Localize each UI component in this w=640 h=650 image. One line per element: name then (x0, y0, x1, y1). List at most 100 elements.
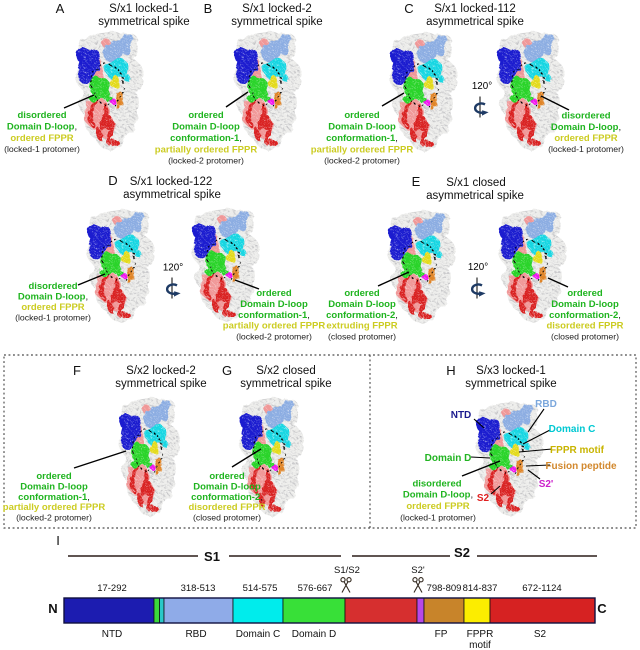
svg-text:symmetrical spike: symmetrical spike (98, 16, 189, 28)
svg-text:(locked-1 protomer): (locked-1 protomer) (548, 144, 624, 154)
svg-text:120°: 120° (163, 263, 183, 274)
svg-text:asymmetrical spike: asymmetrical spike (426, 16, 524, 28)
svg-text:S2': S2' (539, 479, 554, 490)
svg-text:ordered FPPR: ordered FPPR (10, 133, 73, 144)
svg-text:Domain D-loop: Domain D-loop (328, 299, 396, 310)
svg-text:120°: 120° (468, 262, 488, 273)
svg-text:S/x2 locked-2: S/x2 locked-2 (126, 365, 196, 377)
svg-text:C: C (404, 1, 413, 16)
svg-text:(closed protomer): (closed protomer) (328, 332, 396, 342)
svg-text:FPPR: FPPR (467, 629, 494, 640)
svg-text:S1/S2: S1/S2 (334, 565, 360, 576)
svg-text:(locked-2 protomer): (locked-2 protomer) (16, 513, 92, 523)
svg-text:asymmetrical spike: asymmetrical spike (426, 190, 524, 202)
svg-text:Domain D-loop,: Domain D-loop, (18, 292, 88, 303)
svg-text:symmetrical spike: symmetrical spike (231, 16, 322, 28)
svg-text:514-575: 514-575 (243, 583, 278, 594)
svg-text:ordered: ordered (567, 288, 603, 299)
svg-text:partially ordered FPPR: partially ordered FPPR (3, 502, 106, 513)
svg-text:Domain D-loop: Domain D-loop (20, 482, 88, 493)
svg-text:FP: FP (435, 629, 448, 640)
svg-text:Domain D-loop: Domain D-loop (172, 122, 240, 133)
svg-text:disordered FPPR: disordered FPPR (188, 502, 265, 513)
svg-text:disordered: disordered (561, 111, 610, 122)
svg-text:Domain D-loop: Domain D-loop (551, 299, 619, 310)
svg-text:asymmetrical spike: asymmetrical spike (123, 189, 221, 201)
svg-text:conformation-1,: conformation-1, (326, 133, 398, 144)
svg-text:Domain D-loop,: Domain D-loop, (403, 490, 473, 501)
svg-text:S/x2 closed: S/x2 closed (256, 365, 315, 377)
svg-text:S/x1 locked-2: S/x1 locked-2 (242, 3, 312, 15)
svg-text:conformation-2,: conformation-2, (549, 310, 621, 321)
svg-text:17-292: 17-292 (97, 583, 127, 594)
svg-text:symmetrical spike: symmetrical spike (115, 378, 206, 390)
svg-text:H: H (446, 363, 455, 378)
svg-text:partially ordered FPPR: partially ordered FPPR (311, 145, 414, 156)
svg-text:S2: S2 (534, 629, 547, 640)
svg-text:(locked-2 protomer): (locked-2 protomer) (236, 332, 312, 342)
svg-text:disordered: disordered (17, 110, 66, 121)
svg-text:symmetrical spike: symmetrical spike (240, 378, 331, 390)
svg-text:C: C (597, 601, 607, 616)
svg-text:ordered FPPR: ordered FPPR (554, 133, 617, 144)
svg-text:B: B (204, 1, 213, 16)
svg-text:NTD: NTD (451, 410, 472, 421)
svg-text:RBD: RBD (185, 629, 206, 640)
svg-text:disordered: disordered (28, 281, 77, 292)
svg-text:conformation-1,: conformation-1, (18, 492, 90, 503)
svg-text:Domain D-loop: Domain D-loop (328, 122, 396, 133)
svg-text:S/x1 closed: S/x1 closed (446, 177, 505, 189)
svg-text:D: D (108, 173, 117, 188)
svg-text:ordered: ordered (36, 471, 72, 482)
svg-text:S2': S2' (411, 565, 425, 576)
svg-text:798-809: 798-809 (427, 583, 462, 594)
svg-text:ordered: ordered (209, 471, 245, 482)
svg-text:disordered: disordered (412, 479, 461, 490)
svg-text:(locked-2 protomer): (locked-2 protomer) (324, 156, 400, 166)
svg-text:S/x3 locked-1: S/x3 locked-1 (476, 365, 546, 377)
svg-text:S/x1 locked-112: S/x1 locked-112 (434, 3, 516, 15)
svg-text:ordered: ordered (344, 110, 380, 121)
svg-text:(closed protomer): (closed protomer) (551, 332, 619, 342)
svg-text:conformation-1,: conformation-1, (170, 133, 242, 144)
svg-text:ordered: ordered (188, 110, 224, 121)
svg-text:A: A (56, 1, 65, 16)
svg-text:symmetrical spike: symmetrical spike (465, 378, 556, 390)
svg-text:576-667: 576-667 (298, 583, 333, 594)
svg-text:partially ordered FPPR: partially ordered FPPR (155, 145, 258, 156)
svg-text:Domain D-loop: Domain D-loop (193, 482, 261, 493)
svg-text:120°: 120° (472, 81, 492, 92)
svg-text:(locked-1 protomer): (locked-1 protomer) (15, 313, 91, 323)
svg-text:Fusion peptide: Fusion peptide (545, 461, 617, 472)
svg-text:conformation-2,: conformation-2, (191, 492, 263, 503)
svg-text:S2: S2 (454, 545, 470, 560)
svg-text:N: N (48, 601, 57, 616)
svg-text:(locked-1 protomer): (locked-1 protomer) (4, 144, 80, 154)
svg-text:G: G (222, 363, 232, 378)
svg-text:extruding FPPR: extruding FPPR (326, 321, 397, 332)
svg-text:disordered FPPR: disordered FPPR (546, 321, 623, 332)
svg-text:S/x1 locked-122: S/x1 locked-122 (130, 176, 212, 188)
svg-text:partially ordered FPPR: partially ordered FPPR (223, 321, 326, 332)
svg-text:ordered: ordered (344, 288, 380, 299)
svg-text:FPPR motif: FPPR motif (550, 445, 605, 456)
svg-text:(closed protomer): (closed protomer) (193, 513, 261, 523)
svg-text:F: F (73, 363, 81, 378)
svg-text:ordered: ordered (256, 288, 292, 299)
svg-text:ordered FPPR: ordered FPPR (21, 302, 84, 313)
svg-text:Domain C: Domain C (236, 629, 280, 640)
svg-text:Domain D: Domain D (425, 453, 472, 464)
svg-text:318-513: 318-513 (181, 583, 216, 594)
svg-text:E: E (412, 174, 421, 189)
svg-text:ordered FPPR: ordered FPPR (406, 501, 469, 512)
svg-text:S1: S1 (204, 549, 220, 564)
svg-text:(locked-2 protomer): (locked-2 protomer) (168, 156, 244, 166)
svg-text:672-1124: 672-1124 (522, 583, 561, 594)
svg-text:Domain D-loop: Domain D-loop (240, 299, 308, 310)
svg-text:I: I (56, 533, 60, 548)
svg-text:Domain D: Domain D (292, 629, 336, 640)
svg-text:conformation-1,: conformation-1, (238, 310, 310, 321)
svg-text:Domain C: Domain C (549, 424, 596, 435)
svg-text:Domain D-loop,: Domain D-loop, (7, 122, 77, 133)
svg-text:S/x1 locked-1: S/x1 locked-1 (109, 3, 179, 15)
